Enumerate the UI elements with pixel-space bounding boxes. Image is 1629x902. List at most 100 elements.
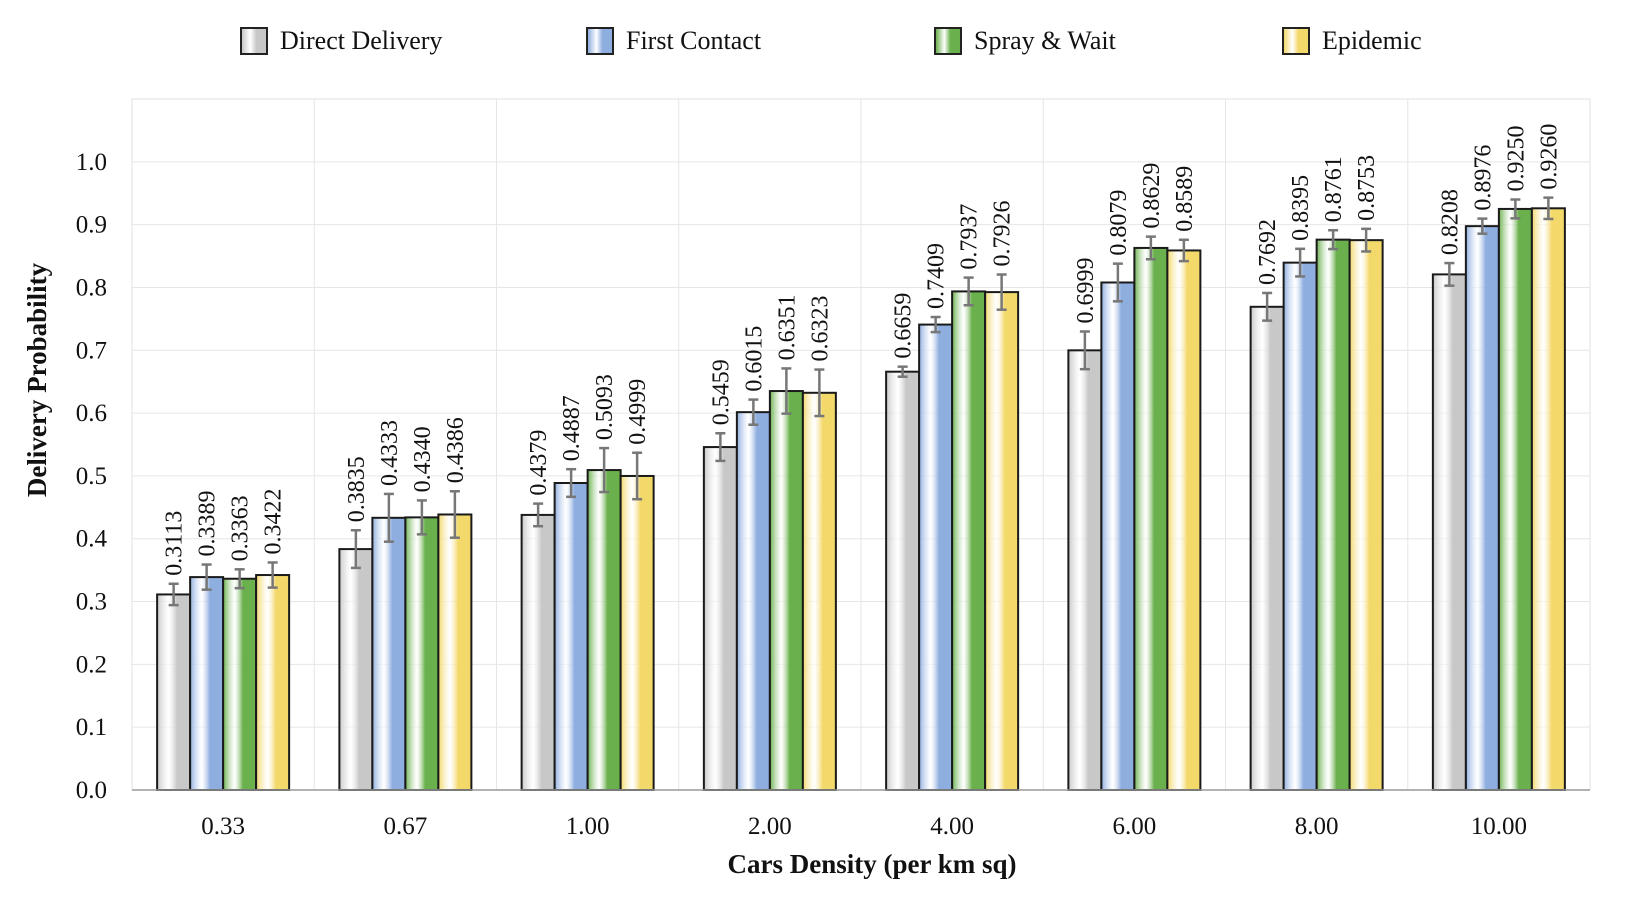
data-label: 0.5093 (592, 374, 618, 440)
bar (404, 516, 440, 791)
bar (437, 513, 473, 791)
legend-label: Epidemic (1322, 26, 1422, 55)
y-tick-label: 0.4 (76, 526, 108, 553)
data-label: 0.8761 (1321, 156, 1347, 222)
data-label: 0.8753 (1354, 155, 1380, 221)
y-tick-label: 0.8 (76, 274, 107, 301)
data-label: 0.6999 (1073, 257, 1099, 323)
legend-swatch (240, 27, 268, 55)
x-tick-label: 2.00 (748, 813, 792, 840)
bar (371, 516, 407, 792)
x-tick-label: 8.00 (1295, 813, 1339, 840)
bar (1133, 246, 1169, 792)
legend-item: Spray & Wait (934, 26, 1116, 56)
legend-label: Spray & Wait (974, 26, 1116, 55)
bar (1315, 238, 1351, 791)
bar (1431, 273, 1467, 791)
data-label: 0.4386 (443, 417, 469, 483)
data-label: 0.6015 (741, 326, 767, 392)
bars (156, 207, 1566, 792)
data-label: 0.6659 (891, 293, 917, 359)
data-labels: 0.3113 0.3389 0.3363 0.3422 0.3835 0.4333 0.43… (162, 124, 1563, 576)
bar (951, 290, 987, 791)
x-tick-label: 6.00 (1113, 813, 1157, 840)
data-label: 0.8079 (1106, 190, 1132, 256)
data-label: 0.8208 (1437, 189, 1463, 255)
x-tick-label: 4.00 (930, 813, 974, 840)
y-axis-label: Delivery Probability (22, 262, 52, 497)
legend-swatch (586, 27, 614, 55)
bar (1497, 207, 1533, 791)
bar (1530, 207, 1566, 791)
bar (586, 469, 622, 791)
data-label: 0.6323 (807, 296, 833, 362)
y-tick-label: 0.9 (76, 212, 107, 239)
bar (1100, 281, 1136, 791)
y-tick-label: 0.5 (76, 463, 107, 490)
bar (984, 291, 1020, 791)
data-label: 0.7926 (990, 201, 1016, 267)
y-tick-label: 0.0 (76, 777, 107, 804)
bar (768, 390, 804, 791)
bar (801, 391, 837, 791)
bar (1166, 249, 1202, 791)
bar (1282, 261, 1318, 791)
data-label: 0.9250 (1503, 126, 1529, 192)
data-label: 0.3363 (228, 495, 254, 561)
x-tick-label: 10.00 (1471, 813, 1527, 840)
data-label: 0.8589 (1172, 166, 1198, 232)
y-tick-label: 0.7 (76, 337, 107, 364)
bar (918, 323, 954, 791)
data-label: 0.3113 (162, 511, 188, 576)
bar (222, 577, 258, 791)
y-tick-label: 1.0 (76, 149, 107, 176)
data-label: 0.3389 (195, 491, 221, 557)
data-label: 0.5459 (708, 359, 734, 425)
legend-item: Direct Delivery (240, 26, 442, 56)
data-label: 0.4333 (377, 420, 403, 486)
bar (189, 576, 225, 792)
x-tick-label: 0.67 (384, 813, 428, 840)
bar (520, 513, 556, 791)
data-label: 0.4887 (559, 395, 585, 461)
data-label: 0.6351 (774, 294, 800, 360)
data-label: 0.8395 (1288, 175, 1314, 241)
y-tick-label: 0.3 (76, 589, 107, 616)
legend-label: Direct Delivery (280, 26, 443, 55)
legend-item: First Contact (586, 26, 761, 56)
data-label: 0.7692 (1255, 219, 1281, 285)
legend: Direct Delivery First Contact Spray & Wait… (0, 26, 1629, 66)
data-label: 0.8976 (1470, 145, 1496, 211)
y-tick-label: 0.1 (76, 714, 107, 741)
bar (735, 411, 771, 791)
legend-item: Epidemic (1282, 26, 1422, 56)
data-label: 0.4340 (410, 426, 436, 492)
error-bars (168, 196, 1554, 607)
data-label: 0.3422 (261, 488, 287, 554)
bar (1464, 225, 1500, 792)
y-tick-label: 0.2 (76, 651, 107, 678)
data-label: 0.7409 (924, 243, 950, 309)
axes: 0.0 0.1 0.2 0.3 0.4 0.5 0.6 0.7 0.8 0.9 1.0 0.33 0.6… (76, 149, 1590, 840)
bar (1348, 239, 1384, 791)
legend-swatch (1282, 27, 1310, 55)
data-label: 0.3835 (344, 456, 370, 522)
y-tick-label: 0.6 (76, 400, 107, 427)
legend-swatch (934, 27, 962, 55)
bar (255, 574, 291, 792)
bar (702, 446, 738, 791)
bar (156, 593, 192, 792)
data-label: 0.9260 (1536, 124, 1562, 190)
bar (553, 482, 589, 791)
bar (1249, 305, 1285, 791)
x-axis-label: Cars Density (per km sq) (728, 849, 1017, 879)
data-label: 0.7937 (957, 204, 983, 270)
data-label: 0.4999 (625, 379, 651, 445)
data-label: 0.8629 (1139, 163, 1165, 229)
legend-label: First Contact (626, 26, 762, 55)
bar (885, 370, 921, 791)
x-tick-label: 0.33 (201, 813, 245, 840)
bar (338, 548, 374, 792)
data-label: 0.4379 (526, 430, 552, 496)
